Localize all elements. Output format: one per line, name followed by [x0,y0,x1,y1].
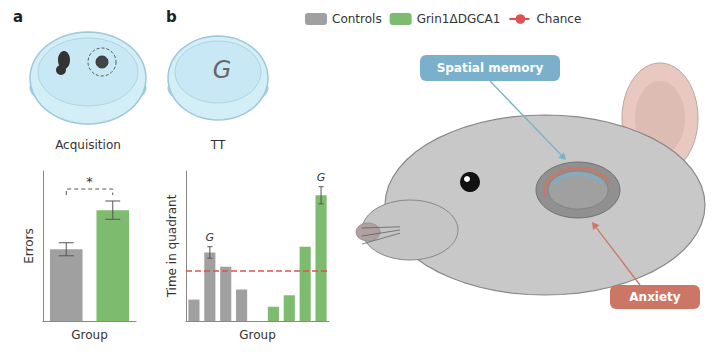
svg-text:Chance: Chance [536,12,581,26]
svg-text:Time in quadrant: Time in quadrant [165,194,179,298]
svg-text:b: b [166,8,177,26]
svg-text:Acquisition: Acquisition [55,138,121,152]
svg-text:a: a [13,8,23,26]
svg-text:G: G [213,56,232,84]
svg-text:Controls: Controls [332,12,382,26]
svg-text:Group: Group [239,328,276,342]
svg-text:G: G [317,171,326,184]
svg-text:Anxiety: Anxiety [629,290,681,304]
svg-text:Errors: Errors [22,228,36,264]
svg-text:Spatial memory: Spatial memory [437,61,544,75]
svg-text:G: G [206,231,215,244]
svg-text:Group: Group [71,328,108,342]
svg-text:TT: TT [210,138,226,152]
svg-text:*: * [86,174,93,189]
svg-text:Grin1ΔDGCA1: Grin1ΔDGCA1 [417,12,501,26]
